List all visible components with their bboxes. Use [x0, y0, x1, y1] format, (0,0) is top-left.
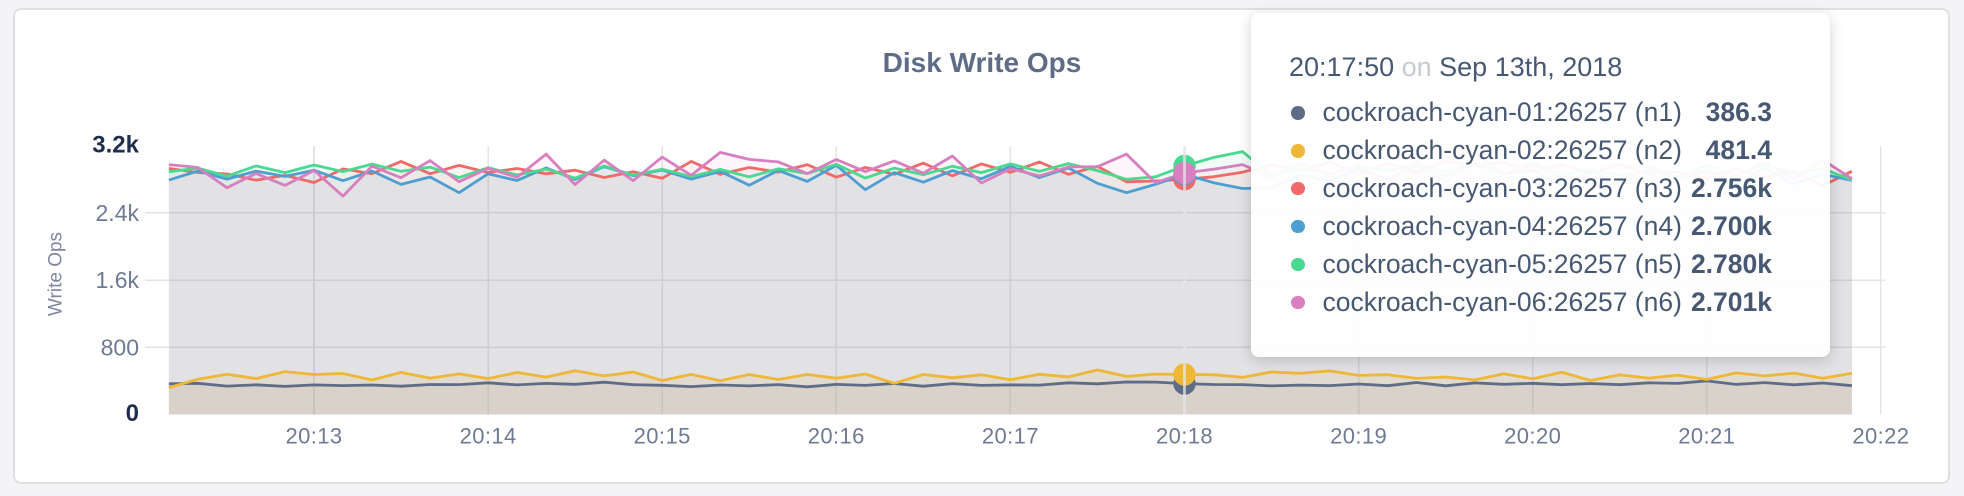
- svg-text:20:19: 20:19: [1330, 424, 1387, 449]
- svg-text:20:13: 20:13: [285, 424, 342, 449]
- svg-text:800: 800: [101, 334, 139, 360]
- svg-text:Write Ops: Write Ops: [46, 232, 67, 316]
- svg-text:2.4k: 2.4k: [96, 200, 140, 226]
- svg-text:3.2k: 3.2k: [92, 132, 139, 159]
- svg-text:0: 0: [126, 400, 139, 427]
- svg-text:20:21: 20:21: [1678, 424, 1735, 449]
- svg-text:20:15: 20:15: [634, 424, 691, 449]
- svg-text:20:20: 20:20: [1504, 424, 1561, 449]
- svg-text:20:16: 20:16: [808, 424, 865, 449]
- svg-text:1.6k: 1.6k: [96, 267, 140, 293]
- svg-text:20:17: 20:17: [982, 424, 1039, 449]
- svg-text:20:14: 20:14: [460, 424, 517, 449]
- svg-text:20:18: 20:18: [1156, 424, 1213, 449]
- svg-text:20:22: 20:22: [1852, 424, 1909, 449]
